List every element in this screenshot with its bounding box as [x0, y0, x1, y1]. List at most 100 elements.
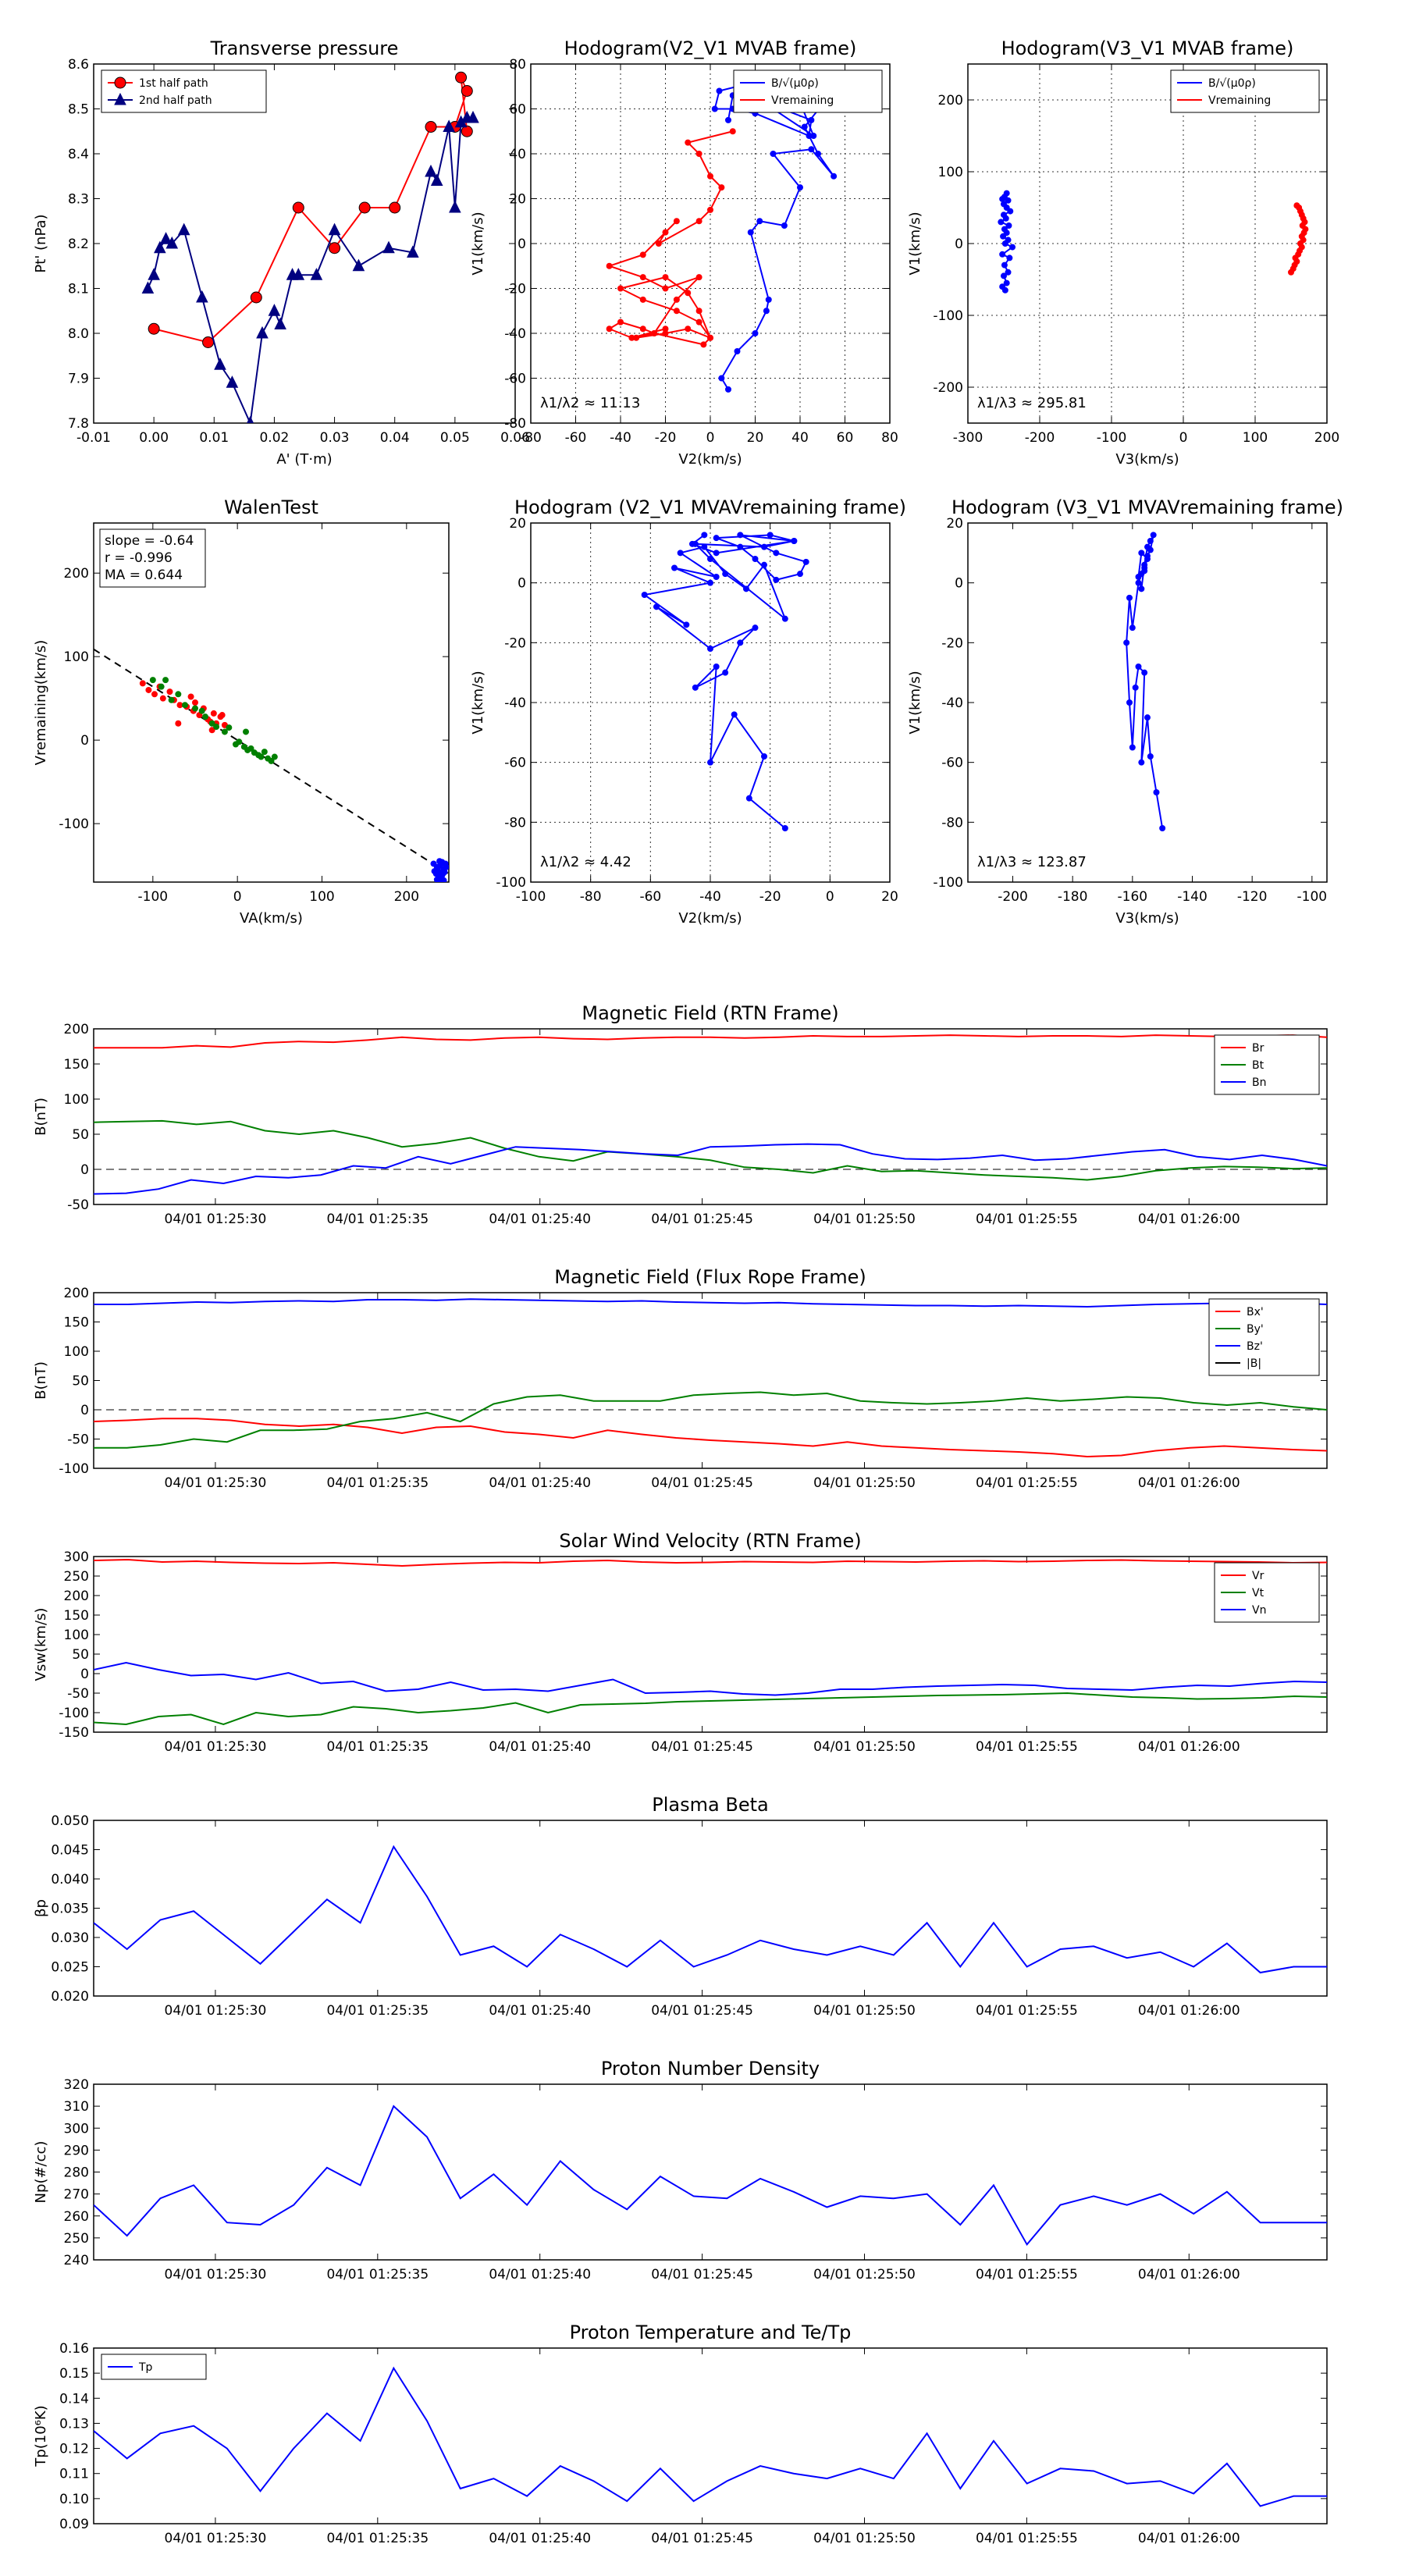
data-point	[683, 621, 690, 628]
y-tick-label: -100	[496, 875, 526, 891]
chart-title: Magnetic Field (RTN Frame)	[582, 1002, 838, 1024]
x-tick-label: -80	[580, 889, 602, 905]
data-point	[737, 532, 744, 539]
data-point	[271, 753, 278, 760]
data-point	[737, 639, 744, 646]
x-tick-label: 0	[1179, 430, 1188, 446]
data-point	[716, 87, 723, 94]
y-tick-label: 0.045	[51, 1843, 89, 1859]
plot-area	[94, 1558, 1327, 1726]
legend-label: Vr	[1252, 1570, 1264, 1582]
legend-label: Bt	[1252, 1059, 1264, 1072]
data-point	[158, 683, 165, 690]
series-line-By'	[94, 1391, 1327, 1449]
data-point	[707, 579, 713, 586]
data-point	[159, 232, 173, 244]
series-1	[149, 677, 278, 764]
plot-area	[94, 1298, 1327, 1458]
y-tick-label: 0.035	[51, 1902, 89, 1917]
y-tick-label: 250	[64, 1569, 89, 1585]
series-line-Bn	[94, 1143, 1327, 1195]
y-tick-label: 8.2	[68, 237, 89, 252]
data-point	[310, 268, 323, 280]
x-axis-label: VA(km/s)	[240, 910, 303, 927]
data-point	[1135, 574, 1142, 580]
series-1	[1288, 202, 1309, 276]
data-point	[662, 229, 669, 236]
data-point	[145, 686, 152, 693]
y-tick-label: -20	[504, 635, 526, 651]
data-point	[639, 251, 646, 258]
x-tick-label: 04/01 01:26:00	[1138, 1739, 1240, 1755]
data-point	[781, 222, 788, 229]
data-point	[247, 415, 254, 423]
x-tick-label: 0	[706, 430, 715, 446]
data-point	[292, 201, 304, 214]
data-point	[329, 242, 341, 254]
y-tick-label: 100	[938, 165, 963, 180]
y-tick-label: -60	[504, 372, 526, 387]
data-point	[707, 206, 713, 213]
x-tick-label: -40	[699, 889, 721, 905]
x-tick-label: 04/01 01:25:50	[813, 2003, 916, 2019]
x-tick-label: 0.03	[320, 430, 350, 446]
y-axis-label: Vsw(km/s)	[33, 1608, 49, 1681]
data-point	[1159, 825, 1166, 831]
chart-bfield_fr: -100 -50 0 50 100 150 200 04/01 01:25:30 04/01 0…	[33, 1266, 1328, 1491]
x-tick-label: 0.02	[259, 430, 289, 446]
y-tick-label: 0.15	[59, 2366, 89, 2382]
y-tick-label: 20	[509, 516, 526, 532]
ratio-annotation: λ1/λ2 ≈ 11.13	[540, 395, 640, 411]
data-point	[808, 146, 815, 153]
data-point	[671, 564, 678, 571]
data-point	[1138, 585, 1145, 592]
y-tick-label: 200	[64, 1589, 89, 1604]
y-axis-label: V1(km/s)	[907, 212, 923, 275]
data-point	[148, 322, 160, 335]
data-point	[651, 330, 658, 336]
data-point	[707, 759, 713, 766]
x-tick-label: 04/01 01:25:35	[326, 1739, 429, 1755]
data-point	[208, 727, 215, 734]
data-point	[695, 218, 702, 225]
x-tick-label: 04/01 01:25:45	[651, 2267, 753, 2282]
y-axis-label: V1(km/s)	[470, 671, 486, 734]
data-point	[689, 540, 695, 547]
data-point	[268, 757, 275, 764]
y-axis-label: Vremaining(km/s)	[33, 640, 49, 766]
y-tick-label: 0	[80, 733, 89, 749]
data-point	[1000, 233, 1007, 240]
data-point	[617, 285, 624, 292]
data-point	[999, 283, 1006, 290]
series-0	[998, 190, 1016, 294]
y-tick-label: 0.12	[59, 2442, 89, 2457]
x-tick-label: 40	[791, 430, 809, 446]
data-point	[192, 699, 198, 706]
y-tick-label: 40	[509, 147, 526, 162]
y-tick-label: 8.4	[68, 147, 89, 162]
chart-title: Magnetic Field (Flux Rope Frame)	[554, 1266, 866, 1288]
plot-frame	[93, 2083, 1328, 2261]
data-point	[1147, 538, 1154, 544]
data-point	[773, 576, 780, 583]
x-tick-label: 04/01 01:25:50	[813, 1212, 916, 1227]
x-tick-label: 04/01 01:25:50	[813, 1475, 916, 1491]
series-0	[148, 71, 473, 348]
data-point	[695, 151, 702, 157]
data-point	[639, 296, 646, 303]
legend-label: 2nd half path	[139, 94, 212, 107]
x-tick-label: -200	[998, 889, 1028, 905]
x-tick-label: 20	[881, 889, 898, 905]
legend-box	[1170, 69, 1320, 113]
y-tick-label: 0.09	[59, 2517, 89, 2532]
x-axis-label: V2(km/s)	[678, 451, 742, 468]
data-point	[695, 318, 702, 326]
series-line-Bt	[94, 1119, 1327, 1181]
data-point	[1144, 553, 1151, 560]
y-axis-label: βp	[33, 1899, 49, 1917]
data-point	[808, 116, 815, 123]
data-point	[763, 308, 770, 315]
x-tick-label: 04/01 01:25:45	[651, 1475, 753, 1491]
